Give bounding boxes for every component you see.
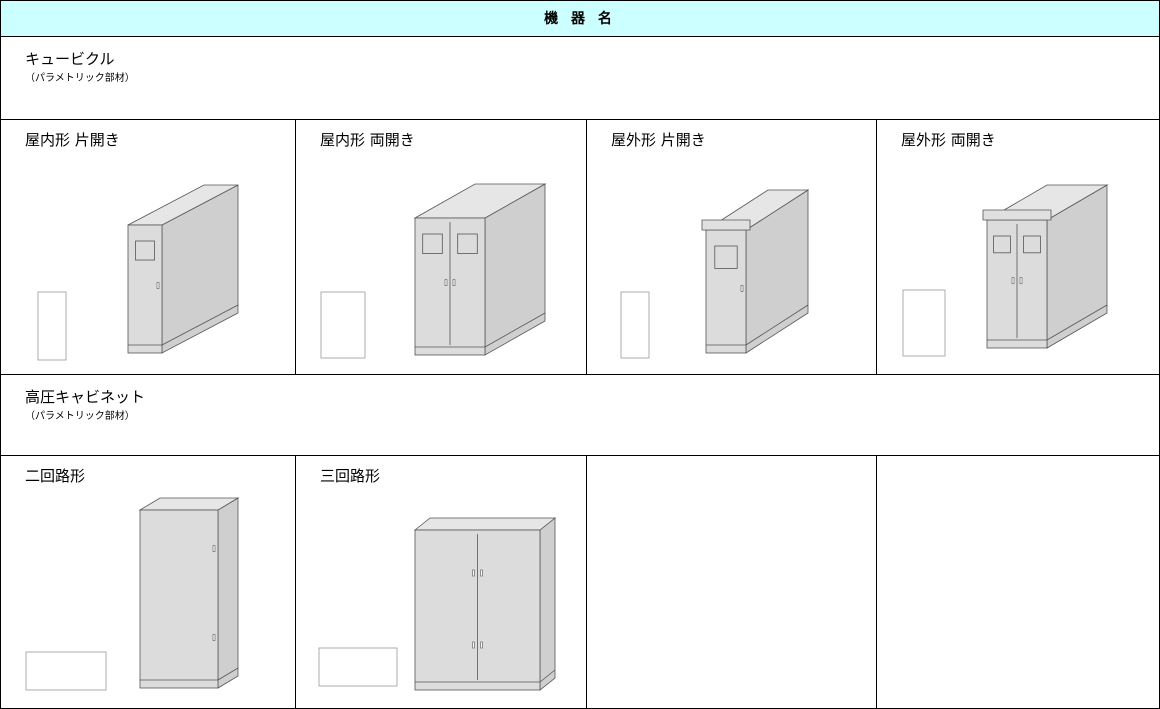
- header: 機 器 名: [0, 0, 1160, 37]
- section-row: キュービクル （パラメトリック部材）: [0, 36, 1160, 120]
- item-cell: 屋内形 両開き: [296, 119, 587, 375]
- header-title: 機 器 名: [544, 11, 616, 27]
- section-note: （パラメトリック部材）: [25, 73, 135, 84]
- item-label: 屋外形 片開き: [611, 131, 706, 149]
- section-title: キュービクル: [25, 50, 115, 68]
- item-label: 二回路形: [25, 467, 86, 485]
- item-cell: 屋外形 両開き: [877, 119, 1160, 375]
- item-label: 屋内形 両開き: [320, 131, 415, 149]
- item-label: 屋内形 片開き: [25, 131, 120, 149]
- item-cell: 屋内形 片開き: [0, 119, 296, 375]
- section-row: 高圧キャビネット （パラメトリック部材）: [0, 374, 1160, 456]
- item-label: 三回路形: [320, 467, 381, 485]
- section-note: （パラメトリック部材）: [25, 411, 135, 422]
- item-cell: 二回路形: [0, 455, 296, 709]
- item-cell: [877, 455, 1160, 709]
- item-cell: [587, 455, 877, 709]
- section-title: 高圧キャビネット: [25, 388, 146, 406]
- item-label: 屋外形 両開き: [901, 131, 996, 149]
- item-cell: 屋外形 片開き: [587, 119, 877, 375]
- item-cell: 三回路形: [296, 455, 587, 709]
